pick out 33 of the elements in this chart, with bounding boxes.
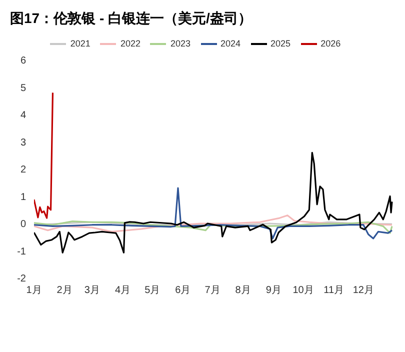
y-tick-label: 3: [20, 137, 26, 148]
line-series: [34, 92, 54, 219]
y-tick-label: 6: [20, 56, 26, 67]
legend-label: 2022: [120, 38, 140, 48]
legend-label: 2026: [320, 38, 341, 48]
x-tick-label: 1月: [26, 285, 42, 296]
y-tick-label: 4: [20, 110, 26, 122]
y-tick-label: 5: [20, 82, 26, 94]
line-series: [34, 152, 393, 254]
x-tick-label: 6月: [175, 285, 191, 296]
x-tick-label: 10月: [292, 285, 314, 296]
legend-label: 2025: [270, 38, 291, 48]
y-tick-label: -2: [17, 274, 26, 285]
legend-label: 2021: [70, 38, 90, 48]
x-tick-label: 3月: [84, 285, 100, 296]
chart-title: 图17：伦敦银 - 白银连一（美元/盎司）: [9, 9, 253, 28]
x-tick-label: 4月: [114, 285, 131, 296]
legend-label: 2024: [220, 38, 241, 48]
x-tick-label: 7月: [204, 285, 220, 296]
line-series: [34, 187, 393, 240]
y-tick-label: -1: [17, 246, 26, 258]
x-tick-label: 11月: [324, 285, 344, 296]
y-tick-label: 0: [20, 219, 26, 230]
x-tick-label: 8月: [235, 285, 251, 296]
line-series: [34, 220, 393, 234]
line-series: [34, 214, 393, 232]
x-tick-label: 9月: [266, 285, 282, 296]
x-tick-label: 12月: [352, 285, 374, 296]
legend-label: 2023: [170, 38, 190, 48]
x-tick-label: 2月: [56, 285, 72, 296]
y-tick-label: 1: [20, 192, 26, 203]
y-tick-label: 2: [20, 164, 26, 176]
x-tick-label: 5月: [144, 285, 160, 296]
